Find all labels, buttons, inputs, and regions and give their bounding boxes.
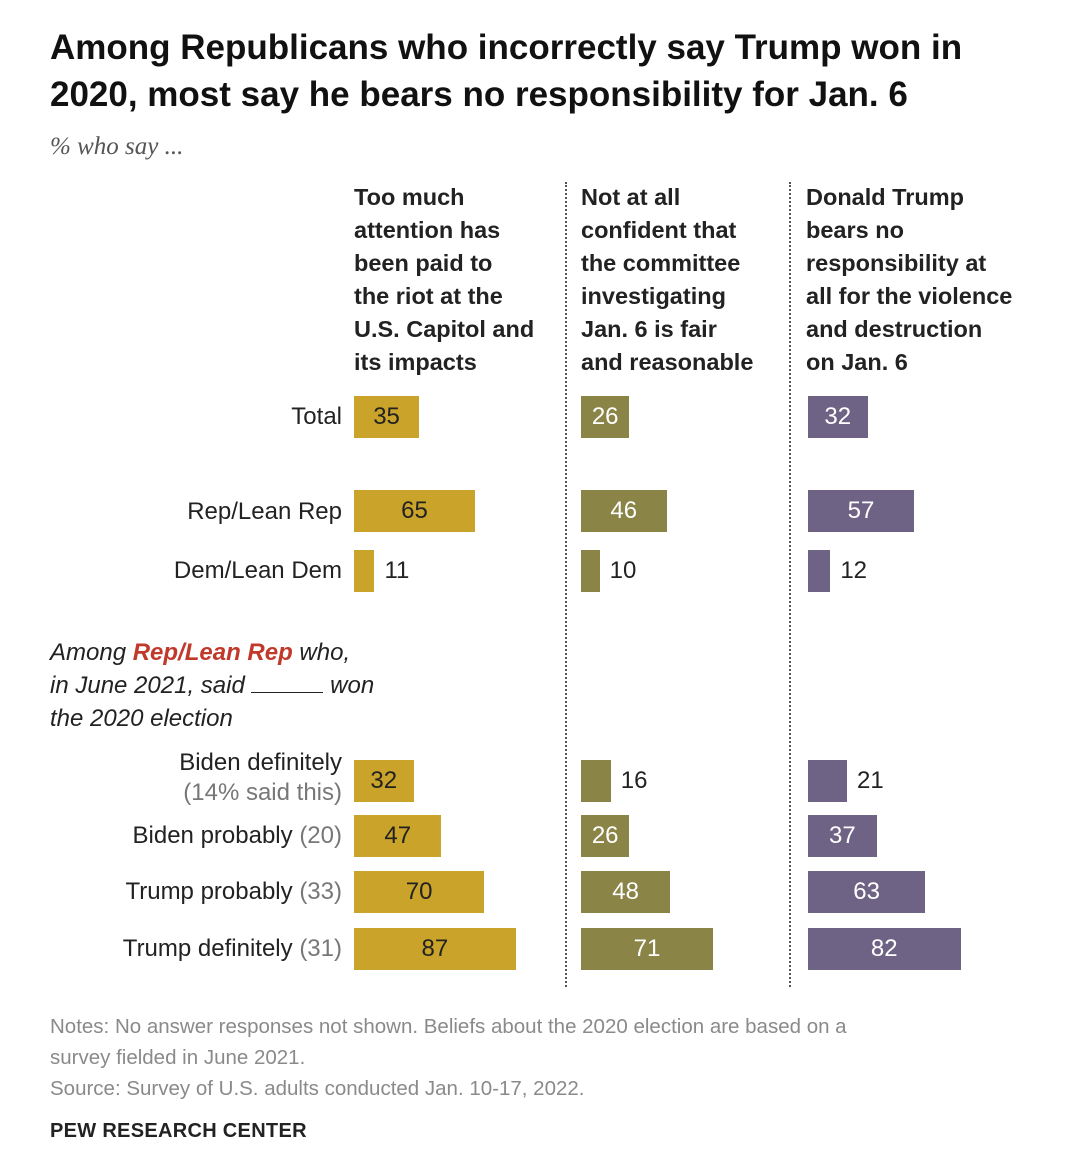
bar-value-label: 46 — [610, 497, 638, 524]
column-header-line: bears no — [806, 217, 904, 243]
bar-value-label: 47 — [384, 822, 412, 849]
column-header-line: and destruction — [806, 316, 983, 342]
bar-value-label: 82 — [870, 935, 898, 962]
bar-value-label: 70 — [405, 878, 433, 905]
column-header-line: on Jan. 6 — [806, 349, 908, 375]
bar-responsibility — [808, 928, 961, 970]
notes-line: Notes: No answer responses not shown. Be… — [50, 1015, 847, 1038]
column-header-line: investigating — [581, 283, 726, 309]
bar-attention — [354, 928, 516, 970]
bar-committee — [581, 815, 630, 857]
bar-attention — [354, 815, 442, 857]
column-header-line: responsibility at — [806, 250, 987, 276]
bar-value-label: 32 — [370, 767, 398, 794]
bar-value-label: 57 — [847, 497, 875, 524]
bar-value-label: 12 — [840, 557, 868, 584]
notes-line: Source: Survey of U.S. adults conducted … — [50, 1077, 585, 1100]
column-header-attention: Too much attention has been paid to the … — [354, 181, 584, 379]
row-label-text: Biden probably — [132, 822, 293, 849]
row-label-trump-definitely: Trump definitely (31) — [123, 934, 342, 964]
bar-attention — [354, 396, 420, 438]
column-header-line: and reasonable — [581, 349, 754, 375]
column-divider — [565, 182, 567, 987]
bar-value-label: 48 — [612, 878, 639, 905]
row-label-text: Biden definitely — [179, 749, 342, 776]
row-label-total: Total — [291, 402, 342, 432]
row-label-sub: (14% said this) — [183, 779, 342, 806]
bar-committee — [581, 490, 667, 532]
chart-notes: Notes: No answer responses not shown. Be… — [50, 1011, 1040, 1104]
bar-attention — [354, 871, 485, 913]
bar-value-label: 26 — [591, 403, 619, 430]
section-label-text: Among — [50, 639, 133, 666]
bar-value-label: 71 — [633, 935, 661, 962]
column-header-line: all for the violence — [806, 283, 1013, 309]
blank-underline — [251, 672, 324, 693]
column-header-line: Jan. 6 is fair — [581, 316, 717, 342]
row-label-sub: (33) — [299, 878, 342, 905]
section-label-text: in June 2021, said — [50, 672, 245, 699]
bar-value-label: 10 — [609, 557, 637, 584]
bar-value-label: 65 — [401, 497, 428, 524]
bar-responsibility — [808, 871, 926, 913]
row-label-trump-probably: Trump probably (33) — [125, 877, 342, 907]
column-header-line: confident that — [581, 217, 737, 243]
bar-responsibility — [808, 550, 831, 592]
column-header-line: U.S. Capitol and — [354, 316, 535, 342]
bar-value-label: 37 — [829, 822, 856, 849]
row-label-text: Dem/Lean Dem — [173, 557, 342, 584]
section-label-text: who, — [292, 639, 351, 666]
column-divider — [789, 182, 791, 987]
column-header-line: Not at all — [581, 184, 681, 210]
row-label-text: Trump probably — [125, 878, 293, 905]
column-header-line: attention has — [354, 217, 501, 243]
chart-subtitle: % who say ... — [50, 133, 184, 160]
bar-value-label: 16 — [620, 767, 648, 794]
column-header-line: the committee — [581, 250, 741, 276]
bar-committee — [581, 760, 611, 802]
bar-attention — [354, 490, 475, 532]
chart-title: Among Republicans who incorrectly say Tr… — [50, 28, 963, 114]
bar-value-label: 26 — [591, 822, 619, 849]
section-label-among-rep: Among Rep/Lean Rep who, in June 2021, sa… — [50, 636, 470, 735]
bar-responsibility — [808, 760, 848, 802]
bar-committee — [581, 871, 671, 913]
bar-value-label: 21 — [857, 767, 884, 794]
row-label-text: Total — [291, 403, 342, 430]
bar-value-label: 63 — [853, 878, 880, 905]
row-label-text: Trump definitely — [122, 935, 293, 962]
column-header-line: Too much — [354, 184, 465, 210]
column-header-responsibility: Donald Trump bears no responsibility at … — [806, 181, 1036, 379]
bar-value-label: 11 — [384, 557, 410, 584]
section-label-highlight: Rep/Lean Rep — [132, 639, 293, 666]
section-label-text: the 2020 election — [50, 705, 233, 732]
row-label-text: Rep/Lean Rep — [187, 498, 342, 525]
column-header-line: the riot at the — [354, 283, 503, 309]
bar-value-label: 87 — [421, 935, 449, 962]
section-label-text: won — [330, 672, 375, 699]
row-label-sub: (20) — [299, 822, 342, 849]
column-header-line: its impacts — [354, 349, 477, 375]
bar-committee — [581, 928, 714, 970]
bar-responsibility — [808, 490, 915, 532]
row-label-biden-probably: Biden probably (20) — [133, 821, 342, 851]
row-label-rep-lean-rep: Rep/Lean Rep — [187, 497, 342, 527]
bar-value-label: 32 — [824, 403, 852, 430]
notes-line: survey fielded in June 2021. — [50, 1046, 306, 1069]
column-header-line: Donald Trump — [806, 184, 964, 210]
row-label-sub: (31) — [299, 935, 342, 962]
row-label-dem-lean-dem: Dem/Lean Dem — [174, 556, 342, 586]
source-brand: PEW RESEARCH CENTER — [50, 1120, 307, 1142]
bar-attention — [354, 550, 375, 592]
bar-responsibility — [808, 815, 877, 857]
bar-attention — [354, 760, 414, 802]
bar-value-label: 35 — [373, 403, 400, 430]
bar-committee — [581, 550, 600, 592]
column-header-committee: Not at all confident that the committee … — [581, 181, 811, 379]
bar-responsibility — [808, 396, 868, 438]
row-label-biden-definitely: Biden definitely (14% said this) — [179, 748, 342, 808]
column-header-line: been paid to — [354, 250, 493, 276]
bar-committee — [581, 396, 630, 438]
